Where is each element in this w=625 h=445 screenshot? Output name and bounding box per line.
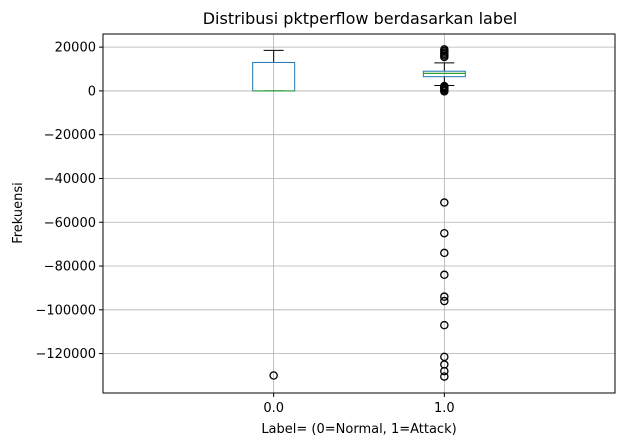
y-tick-label: −60000 — [44, 216, 96, 231]
outlier-point — [440, 198, 449, 207]
outlier-point — [440, 270, 449, 280]
x-tick-label: 1.0 — [434, 401, 455, 416]
y-tick-label: −20000 — [44, 128, 96, 143]
y-tick-label: −100000 — [35, 303, 96, 318]
grid-lines — [103, 34, 615, 393]
outlier-point — [440, 248, 449, 258]
outlier-point — [440, 366, 449, 376]
plot-frame — [102, 33, 616, 394]
outlier-point — [440, 296, 449, 306]
x-axis-label: Label= (0=Normal, 1=Attack) — [261, 422, 456, 437]
outlier-point — [440, 320, 449, 330]
box-series — [252, 45, 466, 381]
outlier-point — [440, 52, 449, 62]
outlier-point — [440, 372, 449, 381]
y-tick-label: 0 — [88, 84, 96, 99]
y-axis-ticks: 20000 0 −20000 −40000 −60000 −80000 −100000 −12… — [35, 41, 103, 362]
y-tick-label: −80000 — [44, 260, 96, 275]
y-tick-label: −120000 — [35, 347, 96, 362]
box-1.0 — [422, 45, 466, 381]
y-axis-label: Frekuensi — [11, 182, 26, 244]
box-0.0 — [252, 49, 296, 380]
outlier-point — [269, 371, 278, 380]
y-tick-label: −40000 — [44, 172, 96, 187]
chart-title: Distribusi pktperflow berdasarkan label — [203, 9, 518, 28]
x-axis-ticks: 0.0 1.0 — [263, 393, 455, 416]
outlier-point — [440, 228, 449, 238]
outlier-point — [440, 87, 449, 96]
x-tick-label: 0.0 — [263, 401, 284, 416]
outlier-point — [440, 292, 449, 301]
y-tick-label: 20000 — [55, 41, 96, 56]
